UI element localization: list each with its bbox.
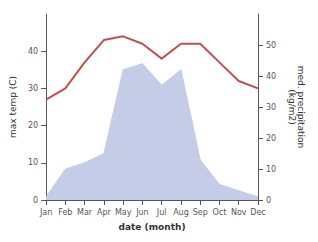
svg-text:Feb: Feb (58, 208, 72, 217)
svg-text:40: 40 (266, 72, 276, 81)
svg-text:30: 30 (28, 84, 38, 93)
svg-text:Jul: Jul (156, 208, 167, 217)
svg-text:10: 10 (28, 158, 38, 167)
svg-text:Jan: Jan (39, 208, 52, 217)
svg-text:0: 0 (266, 196, 271, 205)
svg-text:date (month): date (month) (119, 222, 186, 232)
svg-text:May: May (115, 208, 132, 217)
svg-text:Oct: Oct (213, 208, 227, 217)
svg-text:20: 20 (28, 121, 38, 130)
svg-text:10: 10 (266, 165, 276, 174)
svg-text:Mar: Mar (77, 208, 93, 217)
svg-text:med. precipitation: med. precipitation (295, 65, 306, 149)
svg-text:(kg/m2): (kg/m2) (287, 89, 297, 124)
svg-text:Aug: Aug (173, 208, 189, 217)
svg-text:Sep: Sep (193, 208, 208, 217)
svg-text:50: 50 (266, 41, 276, 50)
svg-text:Apr: Apr (97, 208, 112, 217)
svg-text:Dec: Dec (250, 208, 265, 217)
svg-text:20: 20 (266, 134, 276, 143)
svg-text:0: 0 (33, 196, 38, 205)
svg-text:30: 30 (266, 103, 276, 112)
svg-text:40: 40 (28, 47, 38, 56)
svg-text:max temp (C): max temp (C) (8, 76, 18, 138)
svg-text:Nov: Nov (231, 208, 247, 217)
svg-text:Jun: Jun (135, 208, 149, 217)
